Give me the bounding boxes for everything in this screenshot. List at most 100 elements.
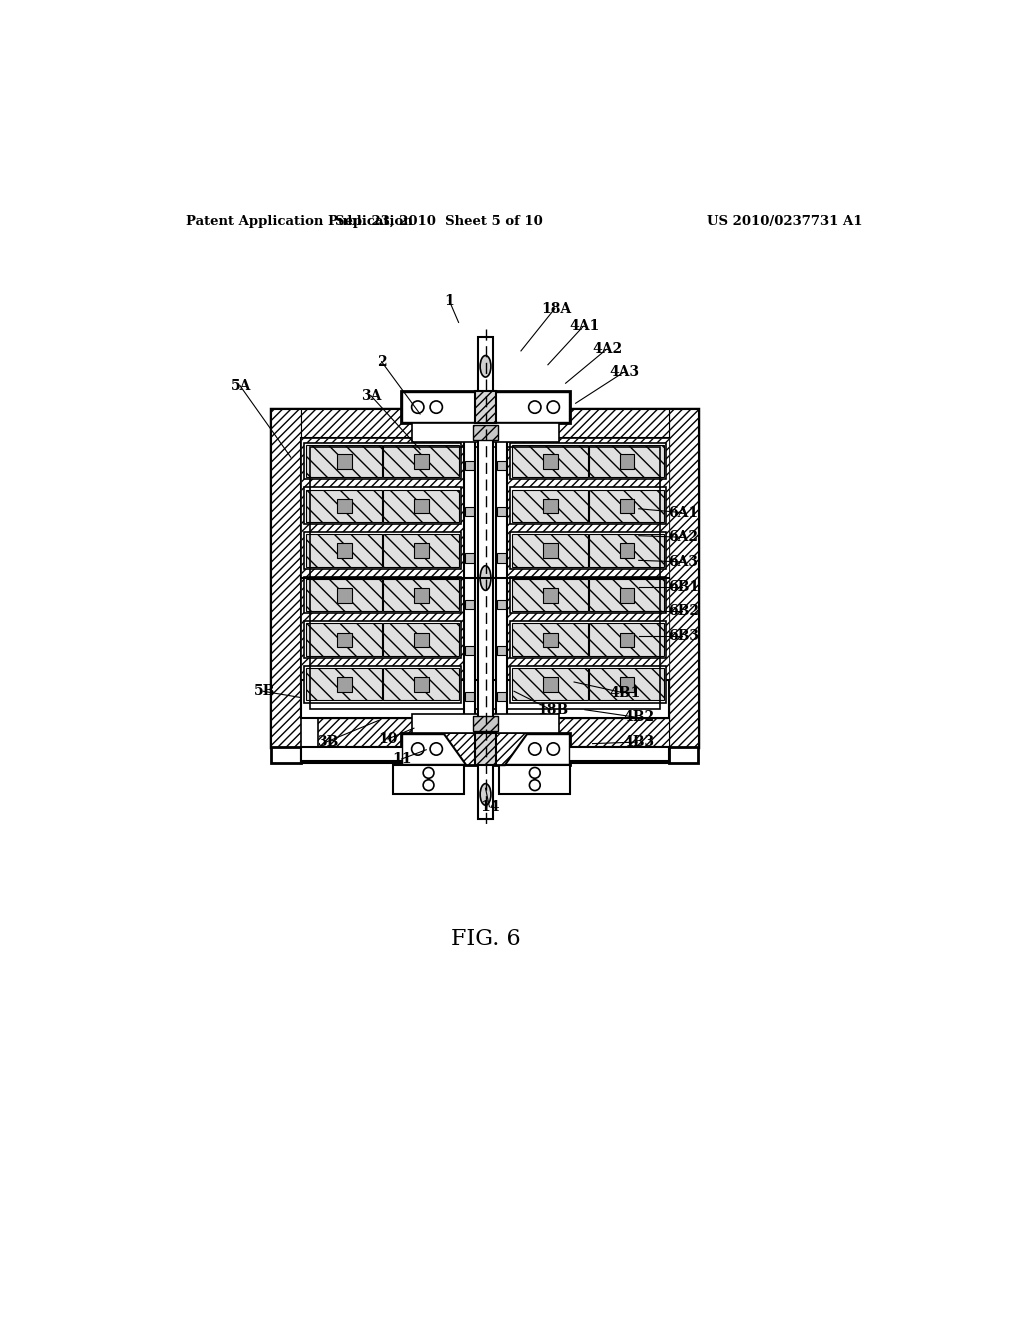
Bar bbox=[306, 623, 382, 656]
Bar bbox=[383, 623, 460, 656]
Bar bbox=[465, 645, 474, 655]
Bar bbox=[337, 589, 351, 603]
Bar bbox=[304, 487, 461, 524]
Bar bbox=[301, 747, 669, 763]
Bar bbox=[512, 490, 588, 521]
Text: 4A1: 4A1 bbox=[569, 319, 600, 333]
Bar bbox=[337, 499, 351, 513]
Bar bbox=[589, 490, 665, 521]
Text: FIG. 6: FIG. 6 bbox=[451, 928, 520, 950]
Bar bbox=[510, 487, 666, 524]
Bar bbox=[475, 733, 497, 766]
Bar bbox=[301, 438, 669, 718]
Bar bbox=[497, 438, 507, 718]
Polygon shape bbox=[443, 733, 528, 766]
Bar bbox=[544, 454, 558, 469]
Text: 14: 14 bbox=[480, 800, 500, 813]
Bar bbox=[301, 718, 317, 756]
Text: 6B2: 6B2 bbox=[668, 605, 699, 618]
Bar bbox=[544, 499, 558, 513]
Bar bbox=[465, 507, 474, 516]
Bar bbox=[465, 599, 474, 609]
Circle shape bbox=[430, 401, 442, 413]
Bar bbox=[383, 535, 460, 566]
Text: 4B1: 4B1 bbox=[609, 686, 641, 700]
Text: 1: 1 bbox=[444, 294, 455, 308]
Circle shape bbox=[528, 401, 541, 413]
Text: 5B: 5B bbox=[254, 684, 275, 698]
Bar bbox=[465, 692, 474, 701]
Circle shape bbox=[423, 767, 434, 779]
Bar bbox=[497, 645, 506, 655]
Text: 4B3: 4B3 bbox=[624, 735, 654, 748]
Text: 11: 11 bbox=[392, 752, 412, 766]
Bar bbox=[478, 438, 494, 718]
Bar bbox=[337, 677, 351, 692]
Bar bbox=[301, 438, 464, 718]
Bar bbox=[306, 535, 382, 566]
Text: Patent Application Publication: Patent Application Publication bbox=[186, 215, 413, 228]
Bar bbox=[414, 677, 429, 692]
Bar bbox=[544, 544, 558, 558]
Circle shape bbox=[529, 767, 541, 779]
Bar bbox=[669, 747, 698, 763]
Bar bbox=[620, 454, 634, 469]
Bar bbox=[306, 578, 382, 611]
Bar bbox=[414, 589, 429, 603]
Bar bbox=[400, 391, 570, 424]
Text: 6A1: 6A1 bbox=[668, 506, 698, 520]
Bar bbox=[383, 668, 460, 701]
Bar bbox=[402, 734, 568, 763]
Text: 18B: 18B bbox=[538, 702, 568, 717]
Bar bbox=[383, 445, 460, 478]
Bar bbox=[304, 577, 461, 614]
Bar bbox=[512, 578, 588, 611]
Bar bbox=[507, 438, 669, 718]
Bar bbox=[301, 680, 669, 718]
Bar bbox=[310, 447, 659, 578]
Bar bbox=[589, 535, 665, 566]
Circle shape bbox=[430, 743, 442, 755]
Bar bbox=[500, 766, 570, 795]
Bar bbox=[512, 623, 588, 656]
Bar bbox=[337, 632, 351, 647]
Bar bbox=[304, 622, 461, 659]
Circle shape bbox=[528, 743, 541, 755]
Bar bbox=[510, 665, 666, 702]
Bar bbox=[620, 589, 634, 603]
Bar bbox=[301, 409, 669, 438]
Bar bbox=[510, 622, 666, 659]
Bar bbox=[478, 337, 494, 395]
Text: 18A: 18A bbox=[541, 301, 571, 315]
Bar bbox=[337, 544, 351, 558]
Bar bbox=[414, 454, 429, 469]
Bar bbox=[301, 747, 669, 762]
Bar bbox=[304, 665, 461, 702]
Text: 4A3: 4A3 bbox=[609, 366, 640, 379]
Bar bbox=[414, 499, 429, 513]
Text: 6A2: 6A2 bbox=[668, 531, 698, 544]
Bar bbox=[337, 454, 351, 469]
Bar bbox=[497, 461, 506, 470]
Text: 4B2: 4B2 bbox=[624, 710, 654, 725]
Circle shape bbox=[412, 401, 424, 413]
Bar bbox=[589, 445, 665, 478]
Bar bbox=[383, 490, 460, 521]
Bar bbox=[304, 442, 461, 479]
Bar bbox=[271, 409, 301, 747]
Text: Sep. 23, 2010  Sheet 5 of 10: Sep. 23, 2010 Sheet 5 of 10 bbox=[335, 215, 543, 228]
Bar bbox=[383, 578, 460, 611]
Bar bbox=[304, 532, 461, 569]
Bar bbox=[310, 578, 659, 709]
Bar bbox=[669, 409, 698, 747]
Text: 4A2: 4A2 bbox=[593, 342, 623, 356]
Bar bbox=[271, 409, 698, 747]
Bar bbox=[512, 535, 588, 566]
Text: 3A: 3A bbox=[361, 388, 382, 403]
Bar bbox=[478, 766, 494, 818]
Ellipse shape bbox=[480, 566, 490, 590]
Ellipse shape bbox=[480, 355, 490, 378]
Text: 6B1: 6B1 bbox=[668, 579, 699, 594]
Bar bbox=[464, 438, 475, 718]
Bar bbox=[497, 599, 506, 609]
